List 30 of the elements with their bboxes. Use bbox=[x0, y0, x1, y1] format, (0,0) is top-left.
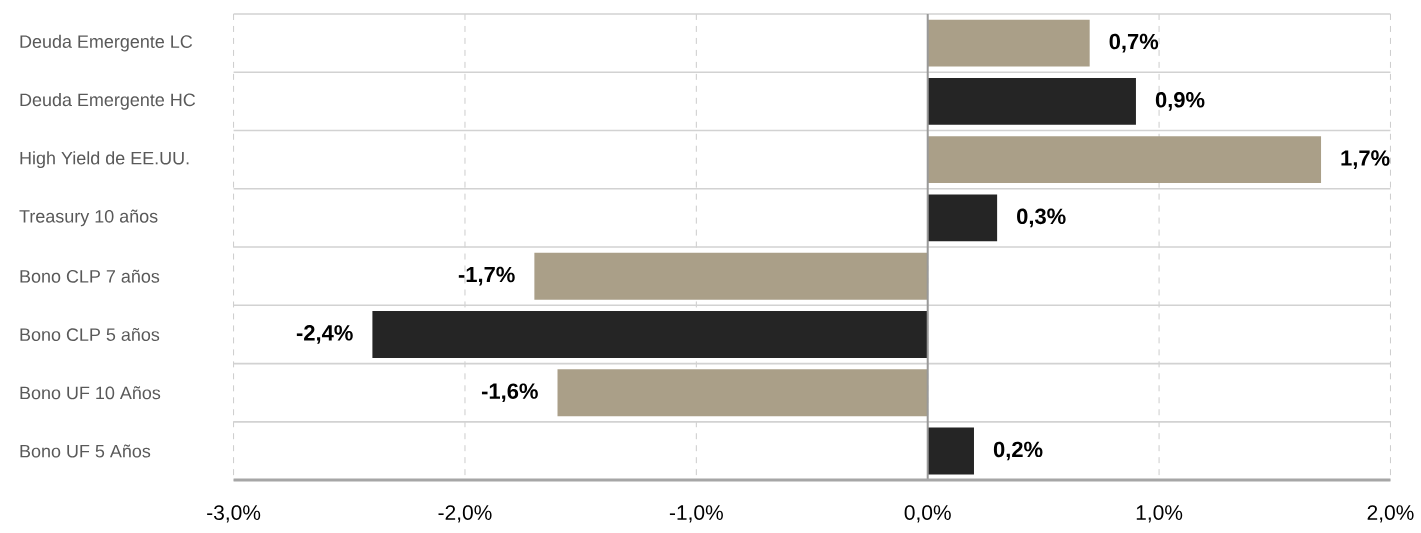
bar bbox=[927, 136, 1322, 184]
y-tick-label: Bono CLP 5 años bbox=[20, 327, 160, 341]
bar bbox=[372, 310, 928, 358]
y-tick-label: Treasury 10 años bbox=[19, 209, 158, 227]
data-label: 0,2% bbox=[993, 441, 1043, 461]
y-tick-label: Bono CLP 7 años bbox=[20, 269, 160, 283]
y-tick-label: Deuda Emergente LC bbox=[20, 34, 193, 52]
x-tick-label: -3,0% bbox=[207, 505, 261, 523]
bar bbox=[927, 427, 974, 475]
data-label: 1,7% bbox=[1341, 150, 1390, 169]
data-label: -1,7% bbox=[458, 266, 515, 286]
x-tick-label: 1,0% bbox=[1136, 505, 1183, 523]
bar bbox=[927, 77, 1136, 125]
y-tick-label: High Yield de EE.UU. bbox=[20, 151, 189, 169]
x-tick-label: 0,0% bbox=[904, 505, 951, 523]
data-label: -2,4% bbox=[296, 325, 353, 344]
x-tick-label: 2,0% bbox=[1367, 505, 1414, 523]
data-label: 0,7% bbox=[1109, 33, 1159, 53]
data-label: 0,3% bbox=[1017, 208, 1066, 228]
bar bbox=[927, 194, 998, 242]
bar bbox=[534, 252, 928, 300]
y-tick-label: Deuda Emergente HC bbox=[20, 93, 196, 110]
y-tick-label: Bono UF 5 Años bbox=[20, 444, 151, 458]
bar bbox=[557, 369, 928, 417]
x-tick-label: -1,0% bbox=[669, 505, 723, 523]
bar bbox=[927, 19, 1090, 67]
x-tick-label: -2,0% bbox=[438, 505, 492, 523]
data-label: -1,6% bbox=[481, 383, 538, 403]
data-label: 0,9% bbox=[1155, 92, 1205, 111]
y-tick-label: Bono UF 10 Años bbox=[20, 386, 161, 400]
